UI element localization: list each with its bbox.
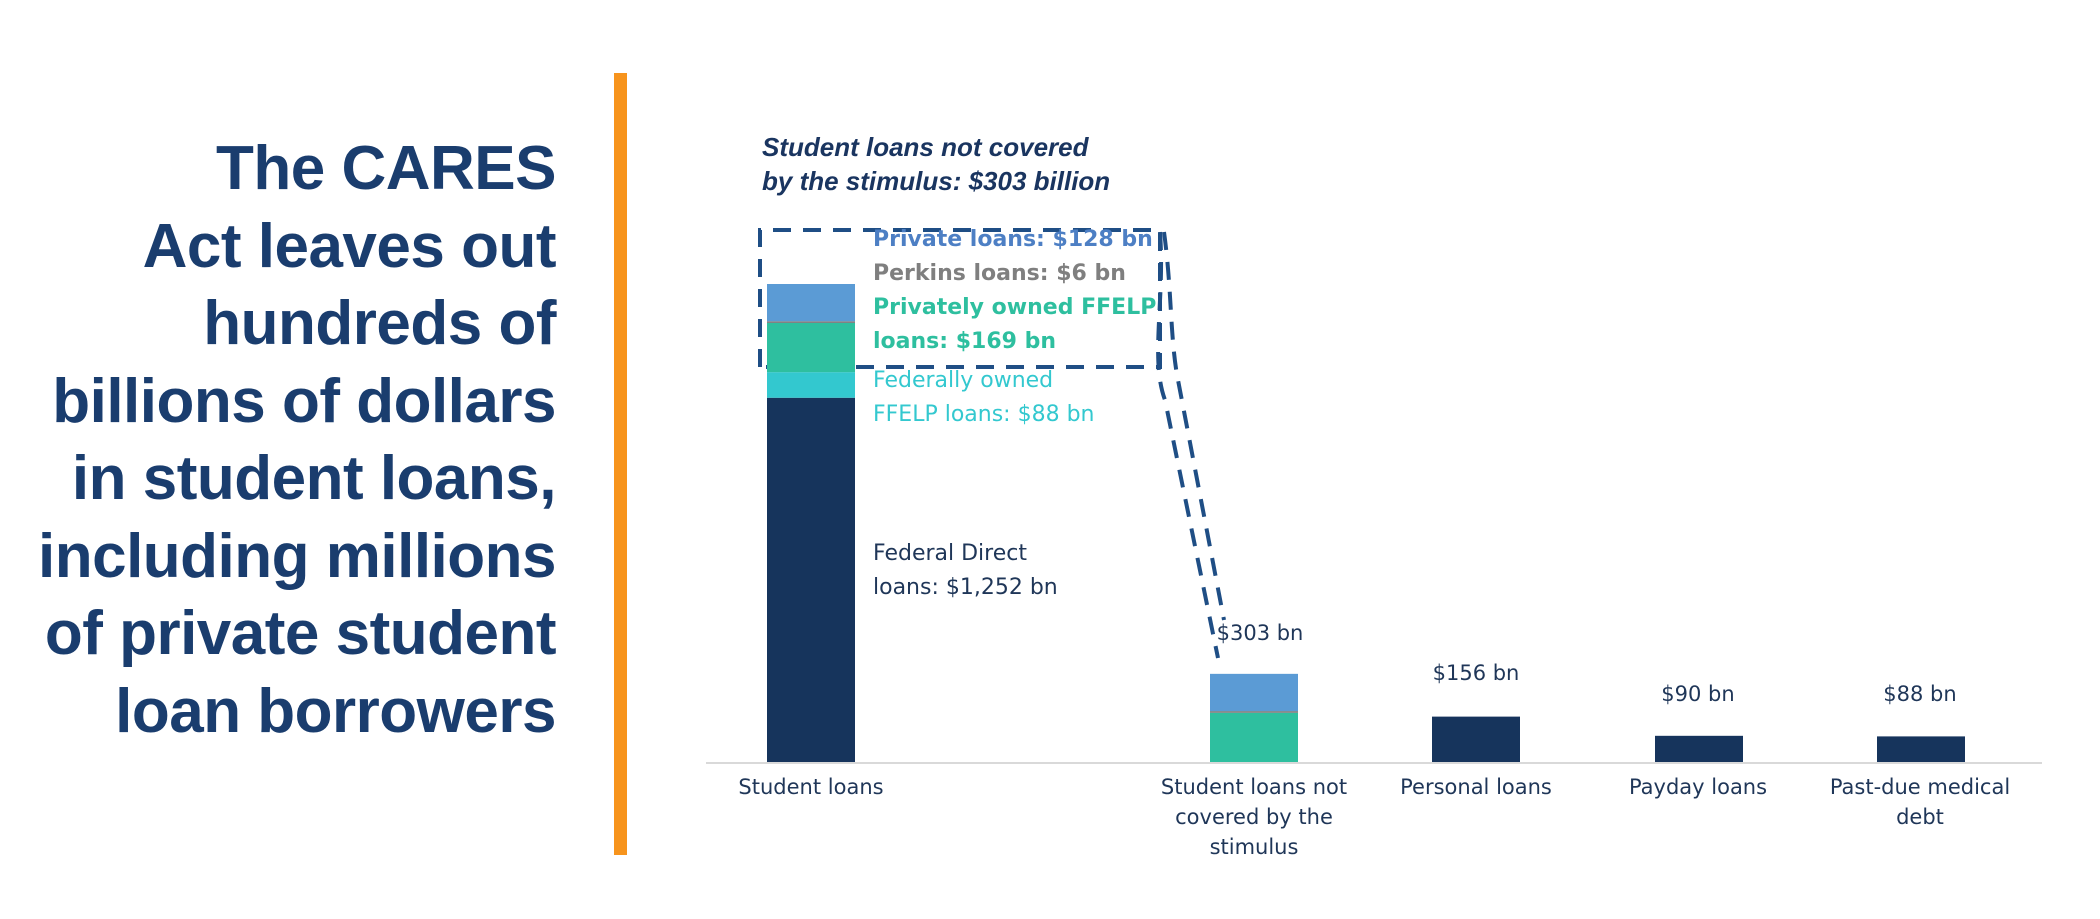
bar-segment-federal-direct-loans: [767, 397, 855, 762]
callout-dashed-outline: [758, 228, 1226, 659]
bars: [767, 284, 1965, 762]
value-label: $90 bn: [1661, 682, 1734, 706]
segment-label: FFELP loans: $88 bn: [873, 402, 1094, 427]
segment-labels: Federal Direct loans: $1,252 bn Federally …: [873, 227, 1156, 600]
value-label: $156 bn: [1433, 661, 1520, 685]
headline-line: of private student: [44, 599, 557, 668]
segment-label: Perkins loans: $6 bn: [873, 261, 1126, 286]
category-label: Student loans: [738, 775, 883, 799]
category-label: Personal loans: [1400, 775, 1552, 799]
callout-connector-line: [1162, 231, 1226, 621]
value-label: $303 bn: [1217, 621, 1304, 645]
category-label: covered by the: [1175, 805, 1333, 829]
bar-segment-perkins-loans: [1210, 711, 1298, 713]
headline-line: hundreds of: [203, 289, 556, 358]
headline-line: Act leaves out: [142, 211, 557, 281]
category-labels: Student loans Student loans not covered by…: [738, 775, 2010, 859]
bar-segment-other-consumer-debt: [1432, 716, 1520, 762]
value-labels: $303 bn $156 bn $90 bn $88 bn: [1217, 621, 1957, 706]
headline-line: billions of dollars: [52, 366, 556, 436]
headline-line: in student loans,: [71, 444, 557, 513]
category-label: debt: [1896, 805, 1944, 829]
orange-divider: [614, 73, 627, 855]
callout-dashed-box: [758, 228, 1162, 369]
segment-label: Federal Direct: [873, 541, 1027, 566]
bar-segment-other-consumer-debt: [1877, 736, 1965, 762]
bar-segment-privately-owned-ffelp-loans: [1210, 712, 1298, 762]
segment-label: Privately owned FFELP: [873, 295, 1156, 320]
segment-label: Federally owned: [873, 368, 1053, 393]
headline: The CARES Act leaves out hundreds of bil…: [0, 130, 557, 750]
bar-segment-privately-owned-ffelp-loans: [767, 322, 855, 373]
bar-segment-perkins-loans: [767, 321, 855, 323]
segment-label: loans: $1,252 bn: [873, 575, 1058, 600]
segment-label: Private loans: $128 bn: [873, 227, 1153, 252]
category-label: Student loans not: [1161, 775, 1347, 799]
headline-line: including millions: [38, 521, 557, 591]
category-label: Payday loans: [1629, 775, 1767, 799]
bar-segment-private-loans: [767, 284, 855, 322]
value-label: $88 bn: [1883, 682, 1956, 706]
bar-segment-other-consumer-debt: [1655, 735, 1743, 762]
category-label: stimulus: [1210, 835, 1299, 859]
bar-segment-federally-owned-ffelp-loans: [767, 372, 855, 398]
callout-title: Student loans not covered by the stimulu…: [762, 132, 1110, 196]
callout-title-line: by the stimulus: $303 billion: [762, 166, 1110, 196]
headline-line: The CARES: [216, 134, 556, 203]
headline-line: loan borrowers: [115, 676, 556, 746]
category-label: Past-due medical: [1830, 775, 2010, 799]
bar-segment-private-loans: [1210, 673, 1298, 712]
callout-title-line: Student loans not covered: [762, 132, 1090, 162]
callout-connector-line: [1156, 231, 1220, 659]
segment-label: loans: $169 bn: [873, 329, 1056, 354]
